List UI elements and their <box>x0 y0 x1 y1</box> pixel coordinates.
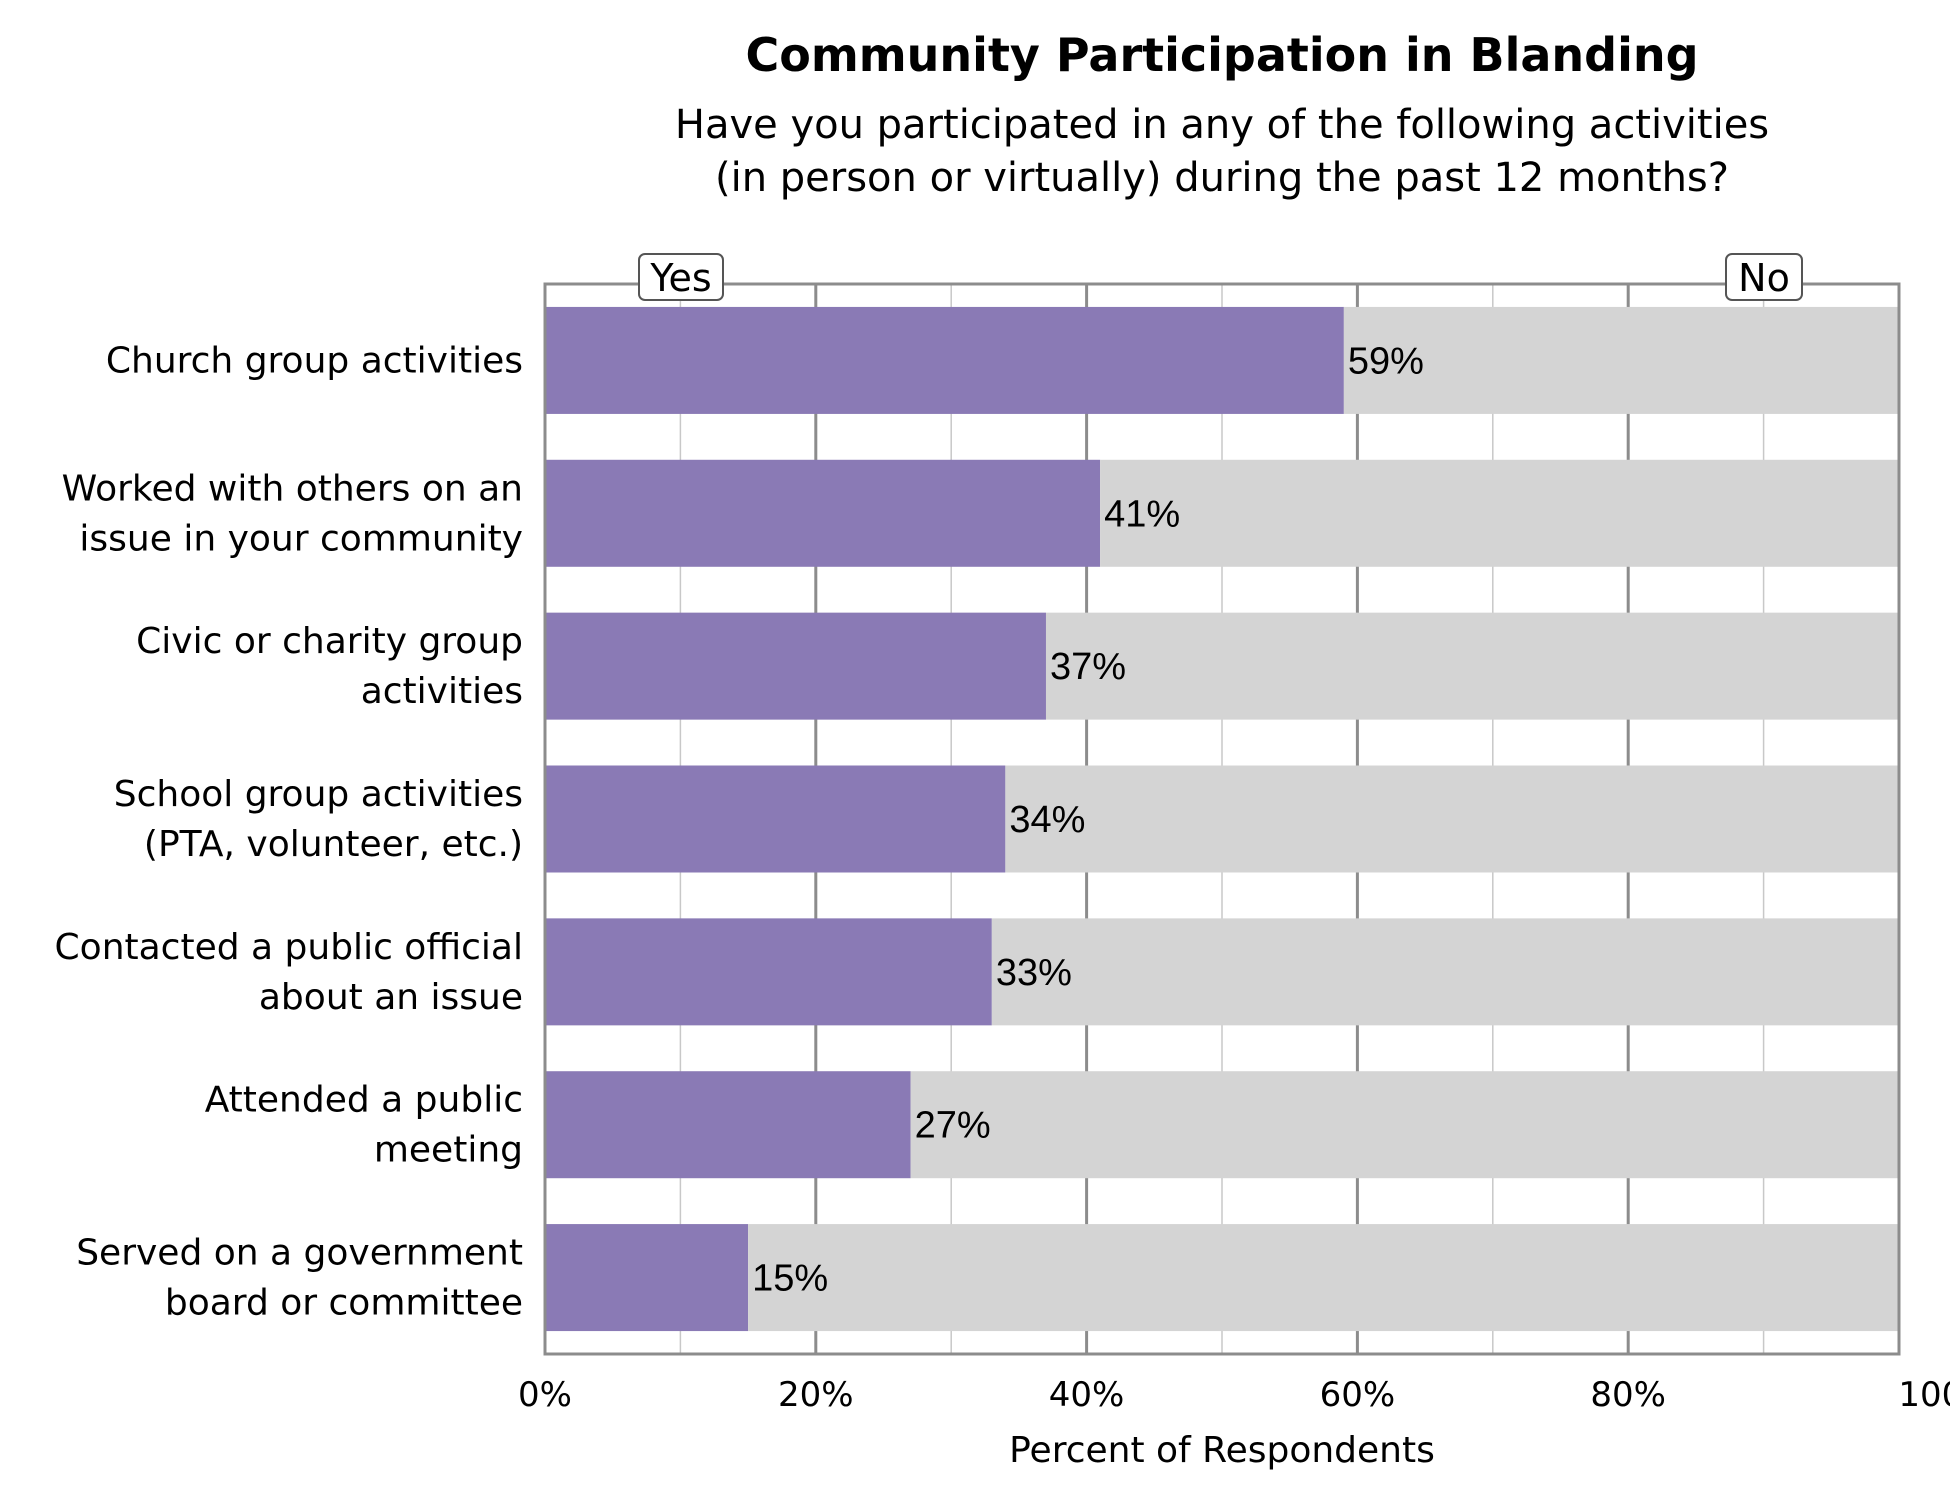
category-label: about an issue <box>259 977 523 1018</box>
legend-yes: Yes <box>638 253 724 301</box>
x-tick-label: 0% <box>518 1375 572 1415</box>
x-tick-label: 40% <box>1049 1375 1125 1415</box>
plot-area-border <box>543 282 1901 1356</box>
bar-yes <box>545 918 992 1026</box>
category-label: Worked with others on an <box>62 468 523 509</box>
bar-yes <box>545 306 1344 414</box>
category-label: Attended a public <box>205 1080 523 1121</box>
chart-subtitle-line-1: Have you participated in any of the foll… <box>675 102 1769 148</box>
bar-yes <box>545 612 1046 720</box>
x-tick-label: 80% <box>1590 1375 1666 1415</box>
legend-no-label: No <box>1738 256 1790 300</box>
data-label: 41% <box>1104 493 1180 535</box>
bar-no <box>1100 459 1899 567</box>
data-label: 59% <box>1348 340 1424 382</box>
bar-yes <box>545 765 1006 873</box>
data-label: 33% <box>996 952 1072 994</box>
bar-no <box>1005 765 1899 873</box>
bar-no <box>1045 612 1899 720</box>
data-label: 37% <box>1050 646 1126 688</box>
legend-no: No <box>1725 253 1803 301</box>
x-tick-label: 100% <box>1898 1375 1950 1415</box>
legend-no-box <box>1725 253 1803 301</box>
category-label: activities <box>361 671 523 712</box>
x-tick-label: 20% <box>778 1375 854 1415</box>
category-label: (PTA, volunteer, etc.) <box>144 824 523 865</box>
category-labels: Church group activities Worked with other… <box>55 340 523 1323</box>
x-tick-labels: 0% 20% 40% 60% 80% 100% <box>518 1375 1950 1415</box>
bar-no <box>1343 306 1899 414</box>
bar-yes <box>545 459 1101 567</box>
category-label: Church group activities <box>106 340 523 381</box>
category-label: meeting <box>374 1130 523 1171</box>
legend-yes-label: Yes <box>649 256 711 300</box>
category-label: issue in your community <box>79 518 523 559</box>
data-label: 15% <box>752 1258 828 1300</box>
data-label: 34% <box>1009 799 1085 841</box>
category-label: board or committee <box>165 1283 523 1324</box>
x-tick-label: 60% <box>1320 1375 1396 1415</box>
category-label: Served on a government <box>76 1233 523 1274</box>
bar-yes <box>545 1224 749 1332</box>
category-label: School group activities <box>114 774 523 815</box>
legend-yes-box <box>638 253 724 301</box>
chart-subtitle-line-2: (in person or virtually) during the past… <box>715 155 1729 201</box>
category-label: Civic or charity group <box>136 621 523 662</box>
bar-no <box>748 1224 1899 1332</box>
x-axis-label: Percent of Respondents <box>1009 1430 1435 1471</box>
category-label: Contacted a public official <box>55 927 523 968</box>
bars <box>545 306 1899 1332</box>
chart-title: Community Participation in Blanding <box>745 28 1698 82</box>
bar-no <box>910 1071 1899 1179</box>
bar-yes <box>545 1071 911 1179</box>
data-labels: 59% 41% 37% 34% 33% 27% 15% <box>752 340 1424 1299</box>
bar-no <box>991 918 1899 1026</box>
data-label: 27% <box>915 1105 991 1147</box>
